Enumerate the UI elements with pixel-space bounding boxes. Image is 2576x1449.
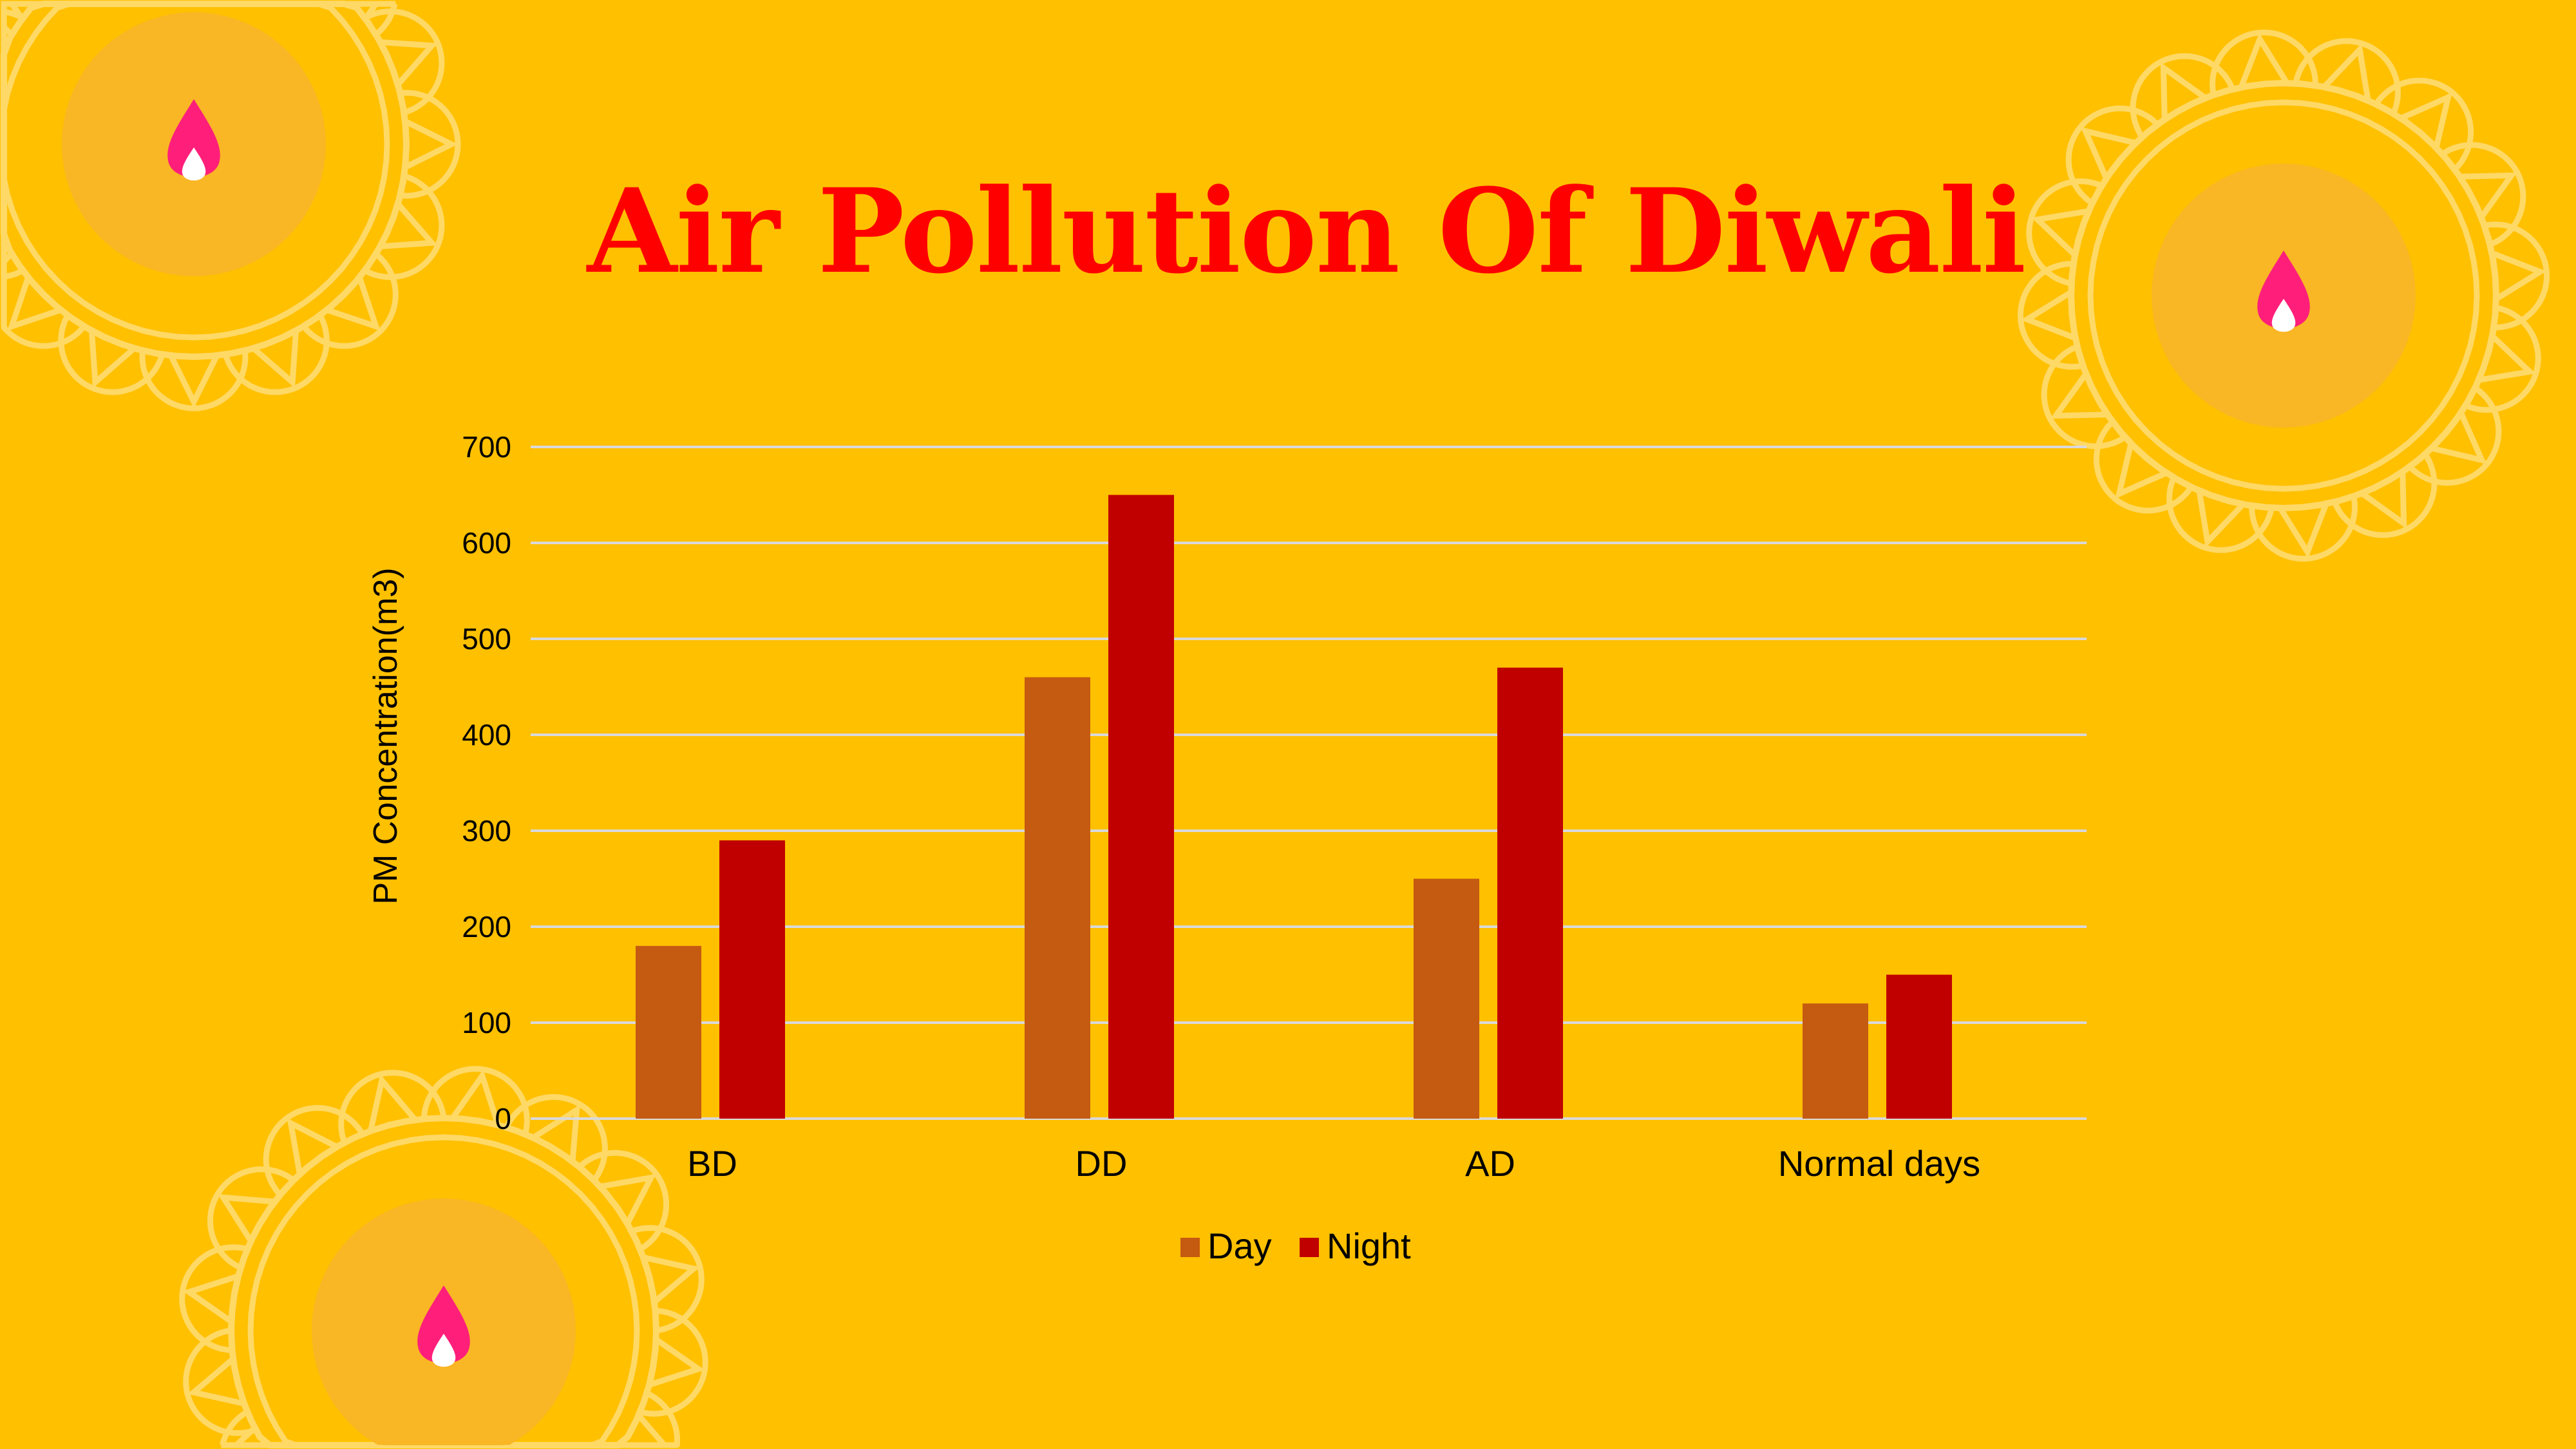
y-tick-label: 200 — [462, 910, 511, 943]
mandala-1 — [2017, 29, 2550, 562]
bar-day — [1414, 878, 1479, 1119]
y-tick-label: 100 — [462, 1006, 511, 1039]
mandala-ring — [1, 1, 390, 341]
flame-icon — [2257, 251, 2310, 332]
mandala-ring — [247, 1134, 640, 1448]
y-tick-label: 500 — [462, 622, 511, 656]
bar-day — [636, 945, 701, 1119]
x-tick-label: DD — [1075, 1143, 1128, 1184]
bar-night — [1497, 667, 1563, 1119]
y-axis-label: PM Concentration(m3) — [367, 567, 404, 904]
x-tick-label: BD — [687, 1143, 737, 1184]
bar-day — [1803, 1003, 1868, 1119]
y-tick-label: 300 — [462, 814, 511, 848]
mandala-0 — [1, 0, 461, 412]
legend-swatch-night — [1300, 1238, 1319, 1257]
bar-night — [1108, 495, 1174, 1119]
y-tick-label: 700 — [462, 430, 511, 464]
y-tick-label: 400 — [462, 718, 511, 752]
bar-night — [719, 840, 785, 1119]
mandala-2 — [179, 1066, 708, 1448]
legend-swatch-day — [1180, 1238, 1200, 1257]
flame-icon — [167, 99, 220, 181]
y-tick-label: 0 — [495, 1102, 511, 1135]
y-tick-label: 600 — [462, 526, 511, 560]
bar-night — [1886, 974, 1952, 1119]
x-tick-label: Normal days — [1778, 1143, 1980, 1184]
bar-day — [1025, 677, 1090, 1119]
legend-label-night: Night — [1327, 1226, 1411, 1266]
mandala-ring — [2087, 99, 2480, 492]
legend-label-day: Day — [1208, 1226, 1272, 1266]
x-tick-label: AD — [1465, 1143, 1515, 1184]
flame-icon — [417, 1285, 470, 1367]
slide-title: Air Pollution Of Diwali — [587, 164, 2027, 299]
